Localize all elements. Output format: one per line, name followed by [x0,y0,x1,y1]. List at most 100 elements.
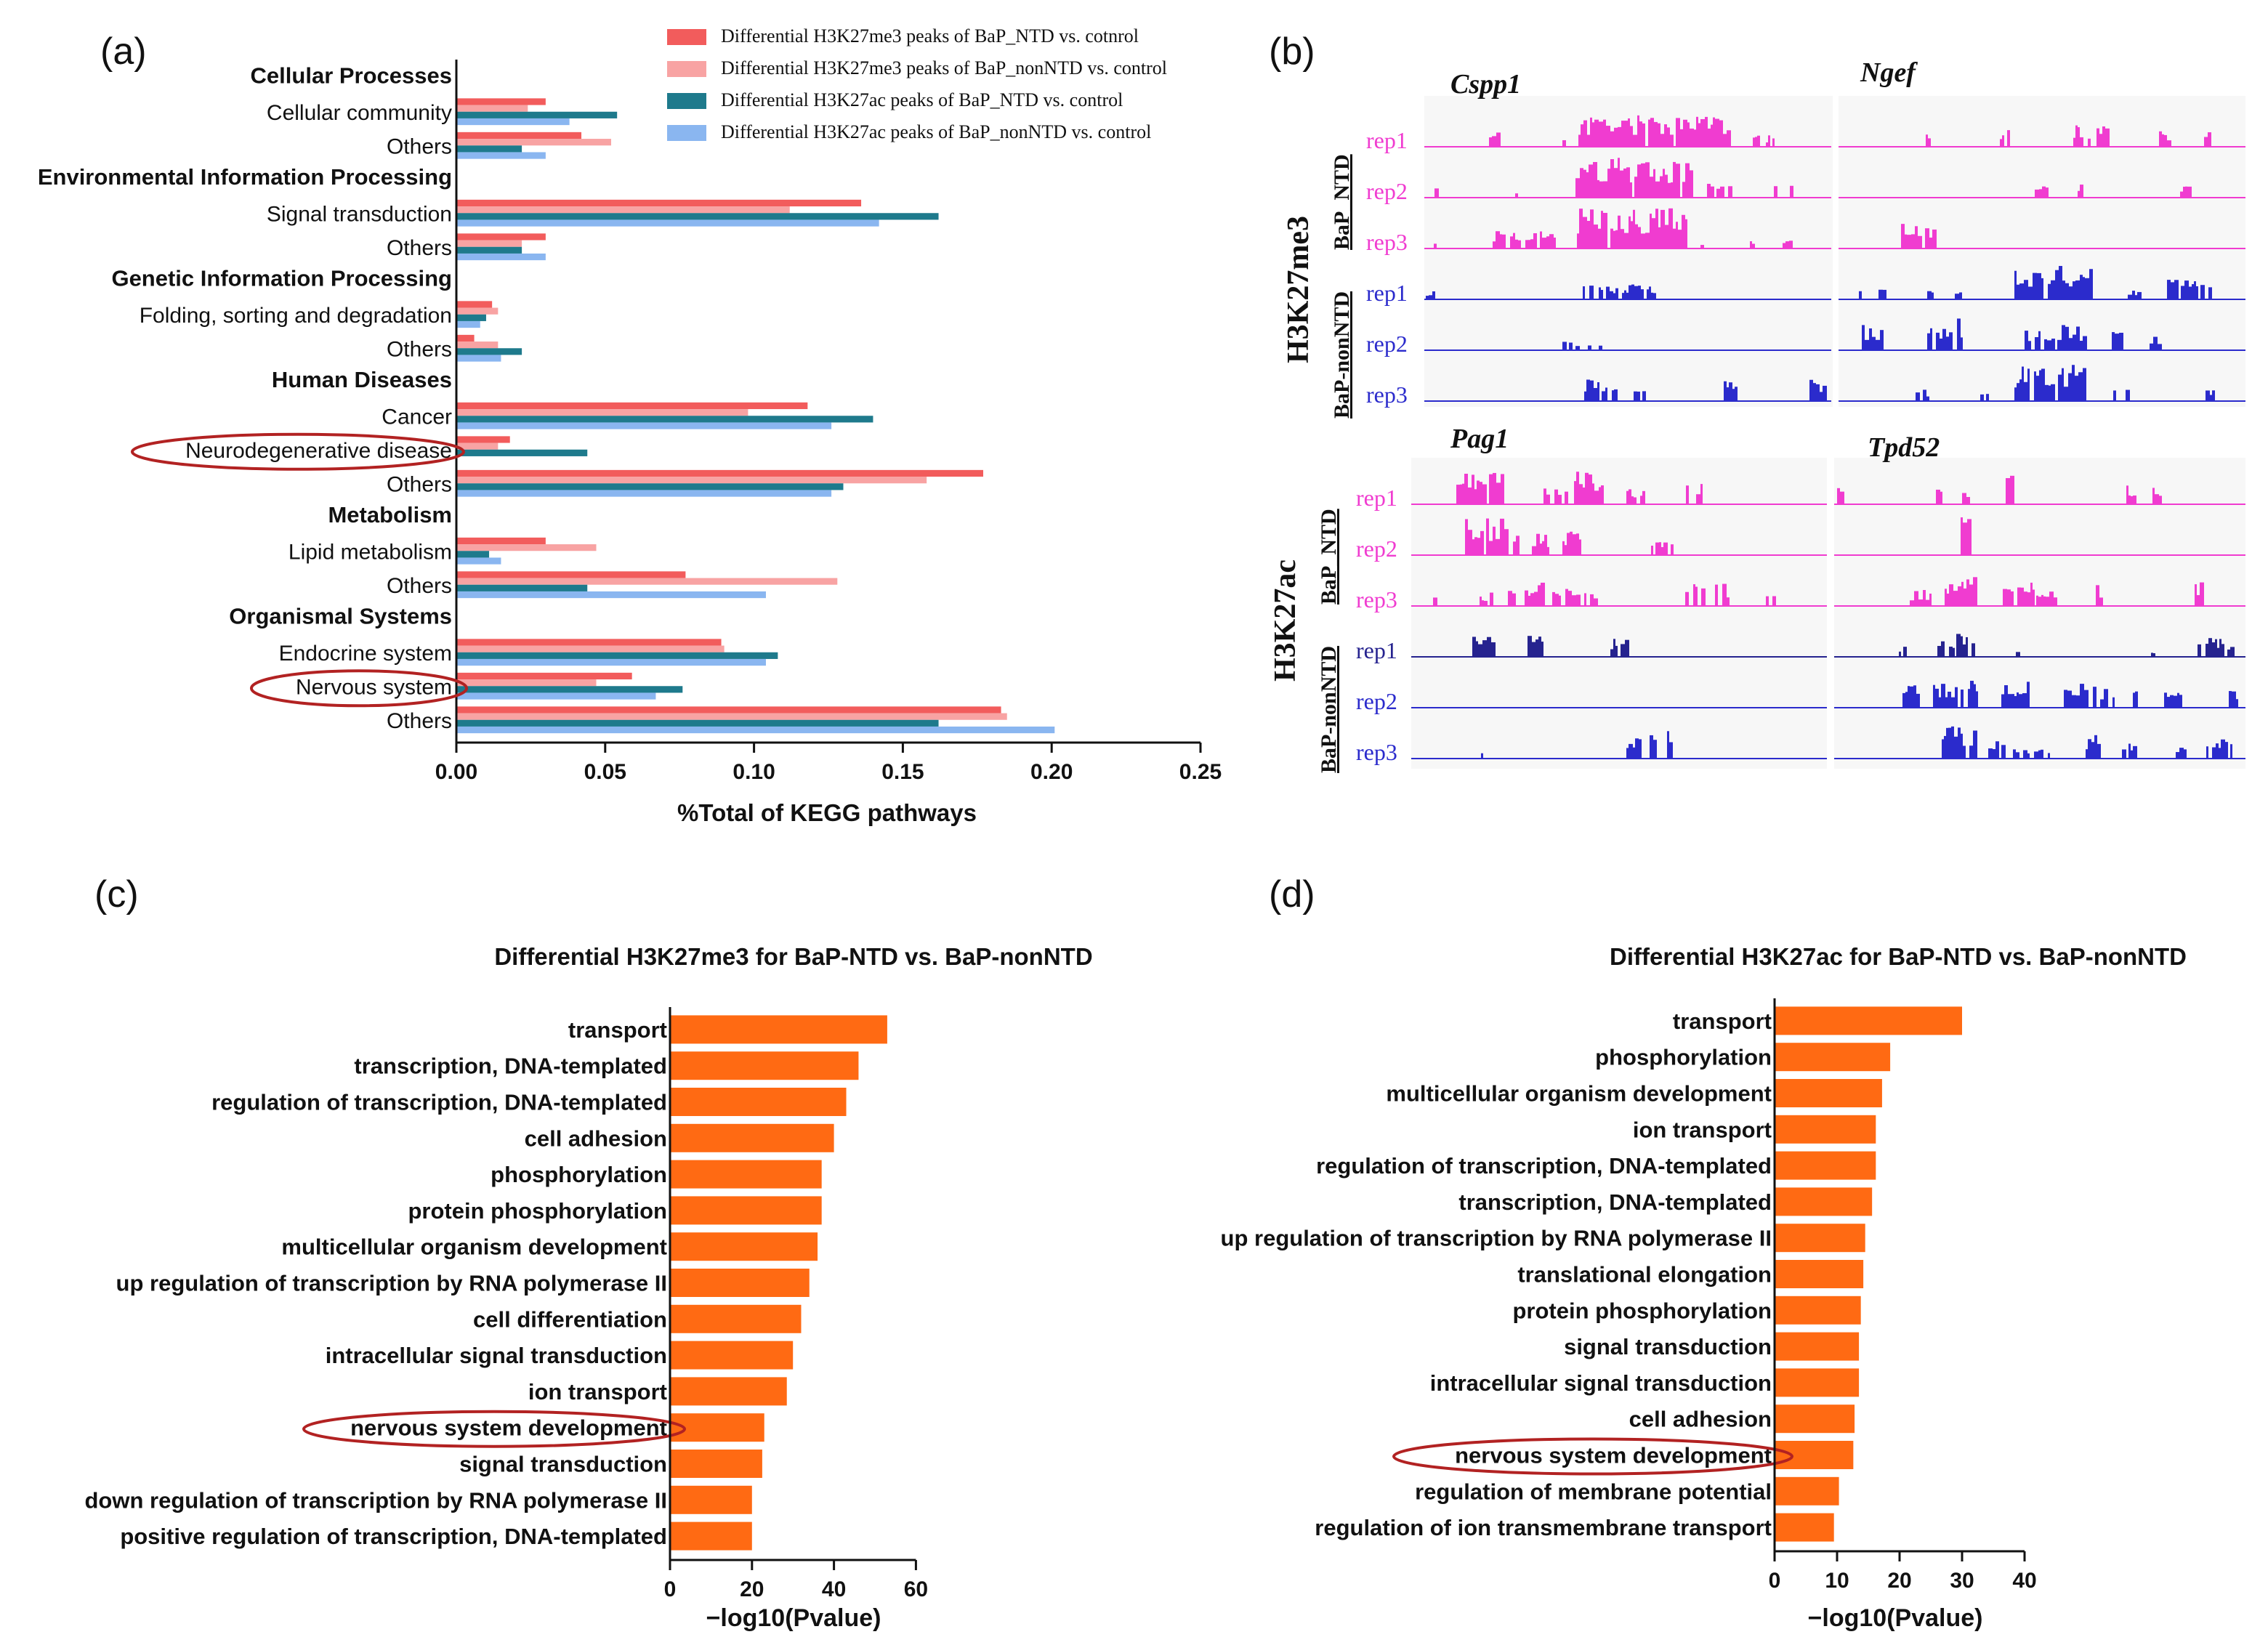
go-bar [670,1521,752,1551]
go-bar [670,1196,822,1225]
signal-peak [1613,293,1615,299]
signal-peak [2158,344,2162,350]
signal-peak [1945,697,1948,708]
signal-peak [1621,644,1625,657]
signal-peak [1626,292,1629,299]
signal-peak [1968,689,1970,708]
signal-peak [1916,693,1920,708]
signal-peak [1583,120,1587,147]
signal-peak [1701,588,1706,606]
signal-peak [1641,289,1644,299]
signal-peak [1986,394,1989,401]
mark-label-h3k27me3: H3K27me3 [1282,216,1315,363]
kegg-bar [456,557,501,565]
signal-peak [1953,647,1955,657]
signal-peak [1492,136,1496,147]
signal-peak [1976,691,1978,708]
legend-swatch [667,29,706,45]
signal-peak [2025,331,2028,350]
x-tick-label: 0.25 [1179,760,1222,784]
signal-peak [1603,119,1606,147]
signal-peak [1516,535,1520,555]
signal-peak [1711,186,1714,198]
signal-peak [1641,233,1645,248]
category-label: Folding, sorting and degradation [140,304,452,328]
signal-peak [2126,389,2130,401]
signal-peak [1639,739,1642,759]
signal-peak [2196,286,2198,299]
signal-peak [1622,293,1624,299]
kegg-bar [456,152,546,159]
signal-peak [2105,128,2110,147]
signal-peak [1620,170,1623,198]
signal-peak [1929,594,1932,606]
signal-peak [1944,735,1946,759]
signal-peak [1678,230,1682,248]
signal-peak [1916,392,1920,401]
signal-peak [1593,161,1597,198]
category-label: Others [387,236,452,260]
signal-peak [1575,346,1580,350]
signal-peak [1546,494,1550,504]
signal-peak [1955,687,1958,708]
rep-label: rep2 [1366,178,1408,204]
signal-peak [1785,241,1789,248]
go-term-label: multicellular organism development [1386,1081,1772,1107]
signal-peak [1923,590,1926,606]
signal-peak [2152,488,2155,504]
signal-peak [1940,491,1942,504]
signal-peak [1878,289,1883,299]
signal-peak [1532,642,1535,657]
signal-peak [2174,280,2179,299]
signal-peak [1862,325,1865,350]
category-label: Others [387,337,452,361]
signal-peak [1953,591,1958,606]
signal-peak [1530,593,1534,606]
signal-peak [1947,593,1949,606]
signal-peak [1670,134,1674,147]
signal-peak [1525,240,1528,248]
signal-peak [1651,292,1653,299]
signal-peak [1559,595,1561,606]
signal-peak [2181,286,2184,299]
signal-peak [1963,745,1966,759]
signal-peak [1876,339,1880,350]
signal-peak [2021,587,2024,606]
go-bar [670,1485,752,1514]
signal-peak [2099,134,2102,147]
signal-peak [2184,280,2189,299]
go-bar [1775,1224,1865,1253]
kegg-bar [456,199,862,207]
category-label: Lipid metabolism [288,540,452,564]
signal-peak [2047,340,2051,350]
signal-peak [2039,370,2041,401]
signal-peak [2067,690,2072,708]
signal-peak [1631,221,1633,248]
signal-peak [2133,745,2137,759]
category-header: Environmental Information Processing [38,164,452,190]
kegg-bar [456,719,939,727]
signal-peak [1618,215,1621,248]
go-term-label: intracellular signal transduction [326,1343,667,1368]
signal-peak [1961,733,1963,759]
kegg-bar [456,713,1007,720]
signal-peak [1789,241,1793,248]
category-label: Signal transduction [267,202,452,226]
signal-peak [1766,596,1769,606]
group-label-bottom-ntd: BaP_NTD [1317,509,1341,605]
signal-peak [1930,328,1932,350]
signal-peak [1705,116,1708,147]
signal-peak [1493,472,1496,504]
signal-peak [2210,395,2212,401]
x-tick-label: 60 [904,1577,928,1601]
go-bar [1775,1006,1962,1035]
signal-peak [1925,228,1929,248]
signal-peak [1693,584,1695,606]
signal-peak [2038,331,2041,350]
go-term-label: signal transduction [1564,1334,1772,1359]
signal-peak [1988,748,1993,759]
signal-peak [2180,191,2183,198]
signal-peak [1482,600,1484,606]
signal-peak [1902,692,1905,708]
signal-peak [2219,748,2221,759]
